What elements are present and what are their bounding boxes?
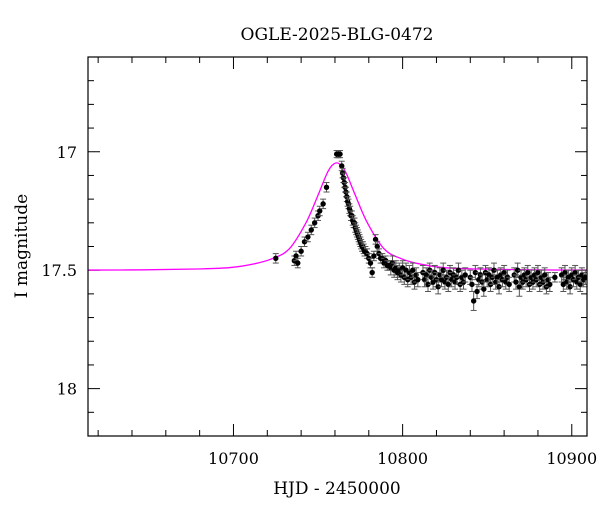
data-point [423,267,430,283]
data-point [370,250,377,262]
data-point [304,231,311,243]
data-marker [535,269,541,276]
data-point [472,264,479,281]
data-marker [501,269,507,276]
model-curve [88,162,587,271]
y-tick-labels: 17 17.5 18 [41,143,77,399]
data-marker [547,281,553,288]
data-marker [572,269,578,276]
data-marker [472,269,479,276]
data-point [294,257,301,269]
data-marker [320,201,326,207]
data-point [272,253,279,264]
data-point [462,267,469,283]
data-point [501,264,508,281]
data-point [323,182,330,193]
data-point [582,269,587,285]
x-tick-label: 10700 [208,449,259,468]
data-point [308,224,315,236]
data-marker [552,274,558,280]
data-point [320,198,327,210]
data-marker [305,234,311,240]
data-marker [374,243,380,250]
data-point [470,291,477,311]
data-marker [295,260,301,266]
x-tick-label: 10800 [377,449,428,468]
axis-ticks [88,56,587,437]
data-point [316,205,323,217]
y-tick-label: 18 [57,380,77,399]
data-marker [308,227,314,233]
data-marker [455,267,462,273]
data-point [524,264,531,281]
data-point [546,276,553,293]
data-point [424,276,431,293]
data-marker [567,284,573,290]
data-point [414,272,421,288]
plot-frame [87,56,588,437]
data-marker [582,274,587,280]
data-point [480,281,487,297]
data-marker [525,269,531,276]
data-marker [440,267,446,273]
data-marker [367,260,374,266]
data-point [551,272,558,283]
data-marker [369,269,375,276]
data-marker [423,272,430,278]
data-marker [317,208,323,214]
data-marker [339,163,345,169]
data-marker [474,288,480,295]
data-marker [470,298,477,304]
data-marker [371,253,377,259]
chart-title: OGLE-2025-BLG-0472 [241,25,434,45]
model-line [88,162,587,271]
data-marker [425,281,431,288]
data-marker [506,281,512,288]
data-marker [311,220,318,226]
data-point [369,267,376,278]
x-axis-label: HJD - 2450000 [273,479,401,499]
data-marker [323,184,330,190]
data-marker [410,267,416,273]
data-marker [469,281,475,288]
y-axis-label: I magnitude [12,194,32,298]
data-marker [273,255,279,262]
data-marker [577,281,583,288]
data-marker [298,248,304,254]
data-marker [481,286,487,292]
data-marker [415,276,421,283]
x-tick-labels: 10700 10800 10900 [208,449,597,468]
data-point [337,150,344,159]
y-tick-label: 17 [57,143,77,162]
data-point [367,257,374,269]
y-tick-label: 17.5 [41,261,77,280]
data-marker [542,272,548,278]
data-marker [513,279,519,285]
data-marker [562,269,568,276]
data-marker [372,236,379,243]
data-marker [337,151,343,157]
data-marker [301,239,308,245]
data-point [311,217,318,229]
x-tick-label: 10900 [546,449,597,468]
data-marker [496,284,502,290]
data-point [506,276,513,293]
data-marker [462,272,468,278]
data-marker [514,267,521,273]
data-points [272,150,587,311]
data-marker [435,284,441,290]
data-point [474,283,481,300]
data-marker [445,281,451,288]
data-marker [516,284,523,290]
data-marker [491,267,497,273]
data-marker [293,253,299,259]
data-point [298,246,305,257]
data-point [572,264,579,281]
